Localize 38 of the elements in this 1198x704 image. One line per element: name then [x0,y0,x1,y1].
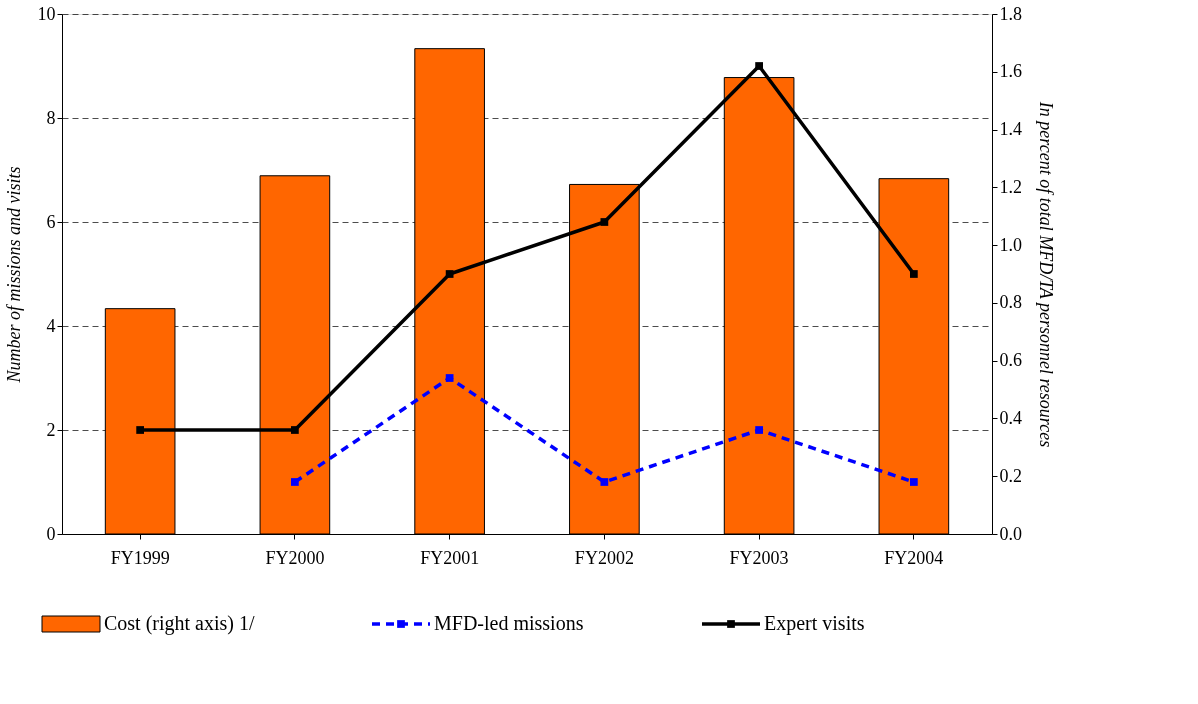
point [600,218,609,226]
y2-axis-title: In percent of total MFD/TA personnel resources [1036,100,1056,448]
y2-tick-label: 0.2 [999,465,1022,486]
x-tick-label: FY2000 [265,547,325,568]
point [600,478,609,486]
x-tick-label: FY1999 [110,547,170,568]
point [291,478,299,486]
y-tick-label: 8 [46,107,56,128]
point [291,426,299,434]
y-tick-label: 10 [37,3,56,24]
y-tick-label: 4 [46,315,56,336]
y2-tick-label: 1.6 [999,61,1022,82]
x-tick-label: FY2004 [884,547,944,568]
y2-tick-label: 1.8 [999,3,1022,24]
point [755,426,763,434]
point [755,62,763,70]
point [445,270,454,278]
y2-tick-label: 0.4 [999,407,1022,428]
x-tick-label: FY2001 [420,547,480,568]
y-tick-label: 0 [46,523,56,544]
y2-tick-label: 0.0 [999,523,1022,544]
legend-label: MFD-led missions [434,612,584,634]
y-tick-label: 2 [46,419,56,440]
y-axis-title: Number of missions and visits [3,166,24,384]
legend-label: Cost (right axis) 1/ [104,612,255,635]
y2-tick-label: 1.2 [999,176,1022,197]
y2-tick-label: 1.0 [999,234,1022,255]
point [445,374,454,382]
x-tick-label: FY2003 [729,547,789,568]
y2-tick-label: 1.4 [999,119,1022,140]
y2-tick-label: 0.6 [999,350,1022,371]
point [136,426,145,434]
point [909,478,918,486]
y-tick-label: 6 [46,211,56,232]
x-tick-label: FY2002 [574,547,634,568]
point [909,270,918,278]
y2-tick-label: 0.8 [999,292,1022,313]
legend-label: Expert visits [764,612,865,635]
